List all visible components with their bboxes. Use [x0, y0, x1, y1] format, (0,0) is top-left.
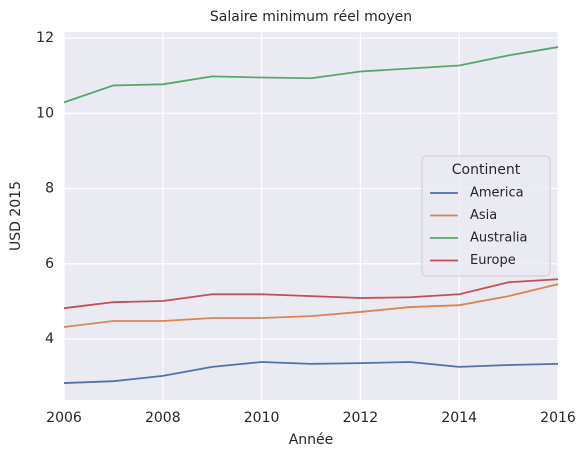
y-axis-label: USD 2015 — [8, 181, 24, 251]
legend-label: Asia — [470, 208, 497, 223]
x-axis-label: Année — [289, 432, 334, 448]
x-tick-label: 2014 — [441, 410, 477, 426]
x-tick-label: 2012 — [343, 410, 379, 426]
legend-label: Europe — [470, 253, 516, 268]
chart-title: Salaire minimum réel moyen — [210, 9, 412, 25]
series-line — [63, 361, 559, 384]
y-tick-label: 8 — [45, 181, 54, 197]
x-tick-label: 2006 — [46, 410, 82, 426]
legend-label: Australia — [470, 231, 528, 246]
y-tick-label: 4 — [45, 331, 54, 347]
x-tick-label: 2016 — [540, 410, 576, 426]
series-line — [63, 46, 559, 104]
legend-label: America — [470, 186, 524, 201]
y-tick-label: 10 — [36, 105, 54, 121]
x-tick-label: 2008 — [145, 410, 181, 426]
y-tick-label: 12 — [36, 30, 54, 46]
series-line — [63, 278, 559, 310]
x-tick-label: 2010 — [244, 410, 280, 426]
legend-box — [421, 155, 551, 277]
series-line — [63, 283, 559, 328]
y-tick-label: 6 — [45, 256, 54, 272]
legend-title: Continent — [452, 162, 521, 178]
